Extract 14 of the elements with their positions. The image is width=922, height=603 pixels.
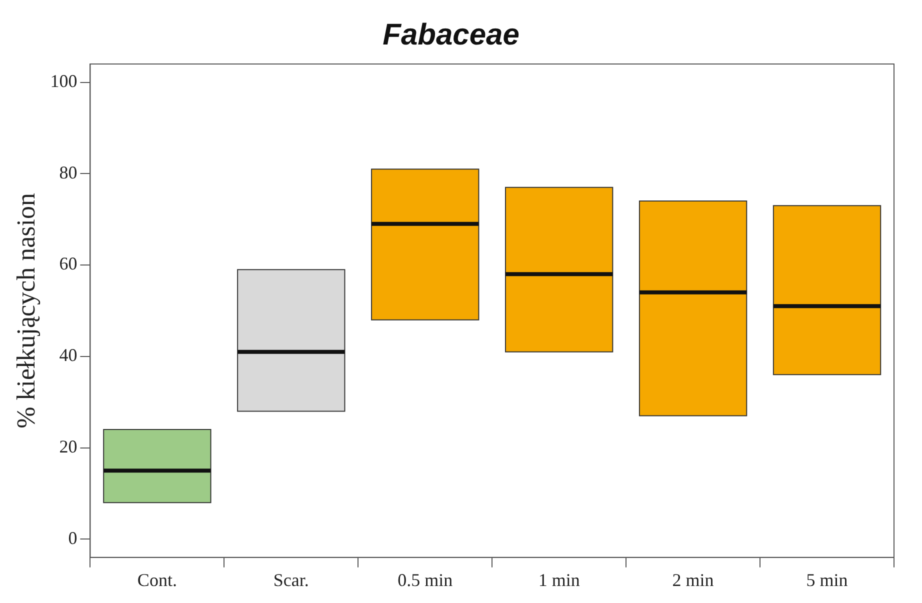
x-tick-label: Scar. bbox=[273, 570, 309, 590]
x-tick-label: 5 min bbox=[806, 570, 848, 590]
y-tick-label: 0 bbox=[68, 528, 78, 548]
y-tick-label: 40 bbox=[59, 345, 78, 366]
x-tick-label: 2 min bbox=[672, 570, 714, 590]
x-tick-label: 1 min bbox=[538, 570, 580, 590]
y-tick-label: 100 bbox=[50, 71, 78, 92]
y-tick-label: 20 bbox=[59, 436, 78, 456]
x-tick-label: Cont. bbox=[137, 570, 177, 590]
y-tick-label: 60 bbox=[59, 254, 78, 274]
x-tick-label: 0.5 min bbox=[398, 570, 453, 590]
y-tick-label: 80 bbox=[59, 162, 78, 182]
chart-title: Fabaceae bbox=[382, 18, 520, 52]
y-axis-title: % kiełkujących nasion bbox=[11, 193, 40, 428]
